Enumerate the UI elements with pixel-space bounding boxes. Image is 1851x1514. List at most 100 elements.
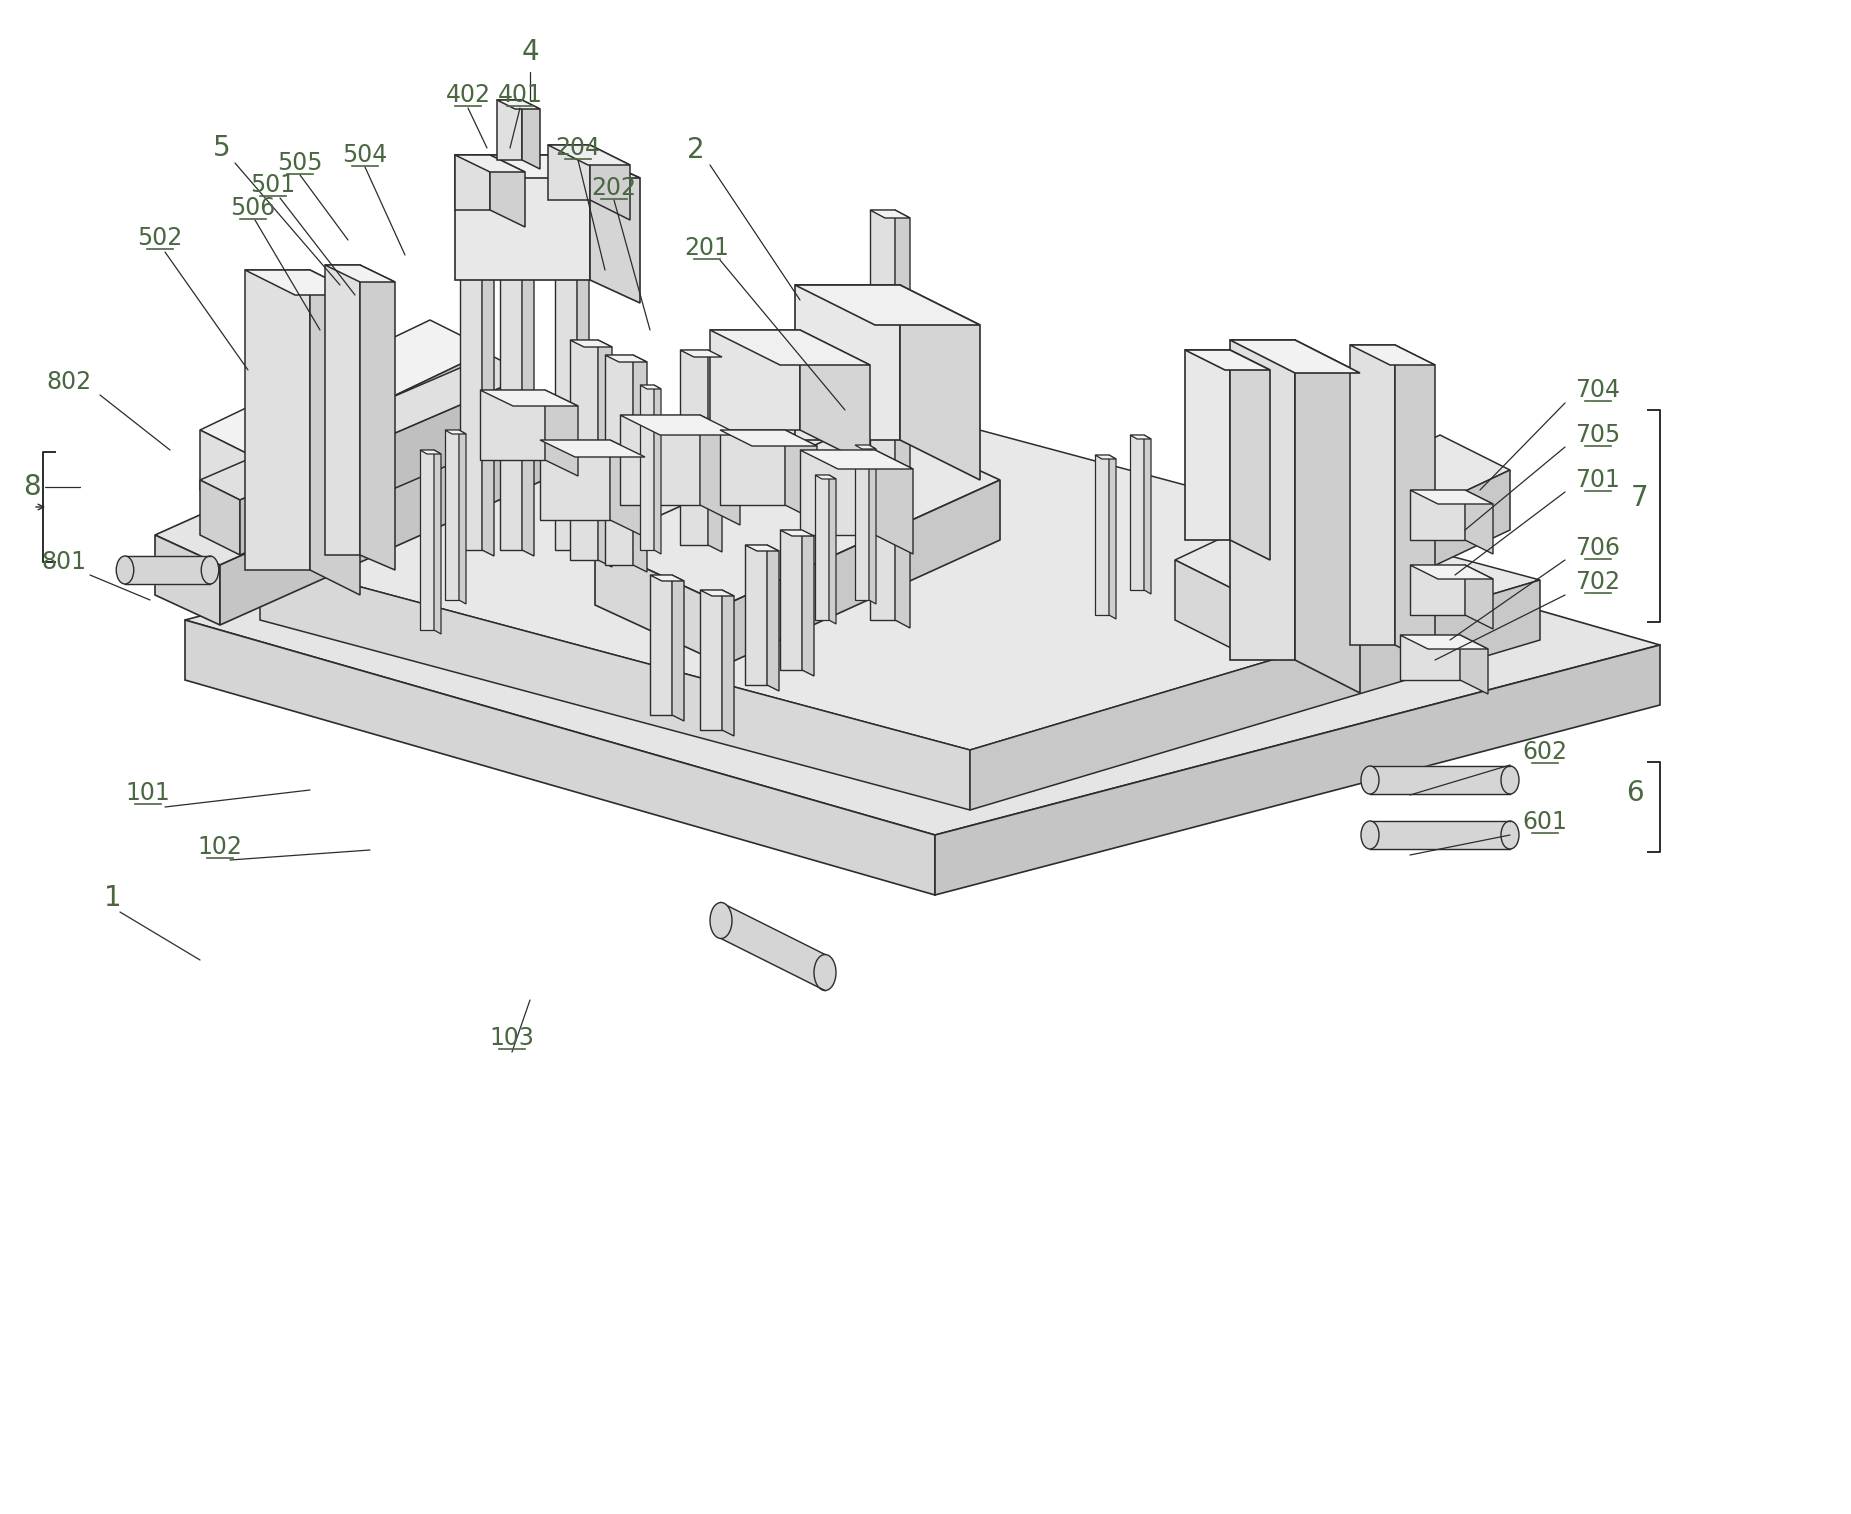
Text: 701: 701 bbox=[1575, 468, 1620, 492]
Text: 402: 402 bbox=[446, 83, 491, 107]
Polygon shape bbox=[522, 100, 540, 170]
Polygon shape bbox=[444, 430, 459, 600]
Polygon shape bbox=[548, 145, 590, 200]
Polygon shape bbox=[1096, 456, 1109, 615]
Polygon shape bbox=[479, 391, 578, 406]
Polygon shape bbox=[800, 450, 913, 469]
Polygon shape bbox=[744, 545, 779, 551]
Polygon shape bbox=[1175, 435, 1510, 595]
Polygon shape bbox=[1410, 565, 1464, 615]
Polygon shape bbox=[640, 385, 661, 389]
Polygon shape bbox=[155, 385, 555, 565]
Text: 802: 802 bbox=[46, 369, 91, 394]
Text: 202: 202 bbox=[592, 176, 637, 200]
Text: 504: 504 bbox=[342, 142, 387, 167]
Polygon shape bbox=[800, 450, 876, 534]
Polygon shape bbox=[259, 560, 970, 810]
Text: 706: 706 bbox=[1575, 536, 1620, 560]
Polygon shape bbox=[540, 441, 644, 457]
Polygon shape bbox=[1144, 435, 1151, 593]
Polygon shape bbox=[461, 269, 494, 276]
Polygon shape bbox=[868, 445, 876, 604]
Polygon shape bbox=[800, 330, 870, 465]
Polygon shape bbox=[455, 154, 640, 179]
Polygon shape bbox=[1109, 456, 1116, 619]
Polygon shape bbox=[1464, 491, 1494, 554]
Polygon shape bbox=[1231, 341, 1360, 372]
Polygon shape bbox=[1246, 469, 1510, 656]
Polygon shape bbox=[785, 430, 816, 521]
Ellipse shape bbox=[202, 556, 218, 584]
Polygon shape bbox=[259, 350, 491, 519]
Polygon shape bbox=[870, 210, 896, 621]
Polygon shape bbox=[444, 430, 466, 435]
Polygon shape bbox=[555, 269, 589, 276]
Ellipse shape bbox=[1501, 766, 1520, 793]
Polygon shape bbox=[1410, 565, 1494, 578]
Text: 8: 8 bbox=[24, 472, 41, 501]
Polygon shape bbox=[420, 450, 433, 630]
Polygon shape bbox=[259, 391, 1540, 749]
Polygon shape bbox=[241, 375, 529, 556]
Polygon shape bbox=[479, 391, 544, 460]
Polygon shape bbox=[722, 590, 735, 736]
Polygon shape bbox=[598, 341, 613, 568]
Polygon shape bbox=[455, 154, 491, 210]
Ellipse shape bbox=[1501, 821, 1520, 849]
Text: 801: 801 bbox=[41, 550, 87, 574]
Polygon shape bbox=[779, 530, 814, 536]
Text: 2: 2 bbox=[687, 136, 705, 164]
Polygon shape bbox=[200, 430, 259, 519]
Text: 401: 401 bbox=[498, 83, 542, 107]
Polygon shape bbox=[605, 354, 648, 362]
Text: 704: 704 bbox=[1575, 378, 1620, 403]
Polygon shape bbox=[455, 154, 526, 173]
Polygon shape bbox=[605, 354, 633, 565]
Polygon shape bbox=[855, 445, 876, 450]
Polygon shape bbox=[1396, 345, 1435, 665]
Polygon shape bbox=[679, 350, 722, 357]
Polygon shape bbox=[200, 354, 529, 500]
Polygon shape bbox=[707, 350, 722, 553]
Polygon shape bbox=[200, 480, 241, 556]
Polygon shape bbox=[185, 621, 935, 895]
Text: 705: 705 bbox=[1575, 422, 1621, 447]
Polygon shape bbox=[700, 590, 722, 730]
Text: 506: 506 bbox=[230, 195, 276, 220]
Polygon shape bbox=[650, 575, 685, 581]
Polygon shape bbox=[1185, 350, 1270, 369]
Polygon shape bbox=[720, 430, 816, 447]
Polygon shape bbox=[794, 285, 900, 441]
Polygon shape bbox=[611, 441, 644, 537]
Polygon shape bbox=[1096, 456, 1116, 459]
Polygon shape bbox=[1464, 565, 1494, 628]
Polygon shape bbox=[594, 419, 1000, 606]
Text: 6: 6 bbox=[1627, 780, 1644, 807]
Polygon shape bbox=[1399, 634, 1488, 650]
Polygon shape bbox=[155, 534, 220, 625]
Polygon shape bbox=[870, 210, 911, 218]
Polygon shape bbox=[570, 341, 598, 560]
Polygon shape bbox=[711, 330, 800, 430]
Polygon shape bbox=[555, 269, 578, 550]
Text: 103: 103 bbox=[489, 1026, 535, 1051]
Polygon shape bbox=[326, 265, 394, 282]
Polygon shape bbox=[326, 265, 359, 556]
Text: 201: 201 bbox=[685, 236, 729, 260]
Text: 204: 204 bbox=[555, 136, 600, 160]
Ellipse shape bbox=[1360, 821, 1379, 849]
Polygon shape bbox=[1349, 345, 1396, 645]
Text: 702: 702 bbox=[1575, 569, 1620, 593]
Ellipse shape bbox=[711, 902, 731, 939]
Polygon shape bbox=[720, 430, 785, 506]
Ellipse shape bbox=[117, 556, 133, 584]
Text: 502: 502 bbox=[137, 226, 183, 250]
Polygon shape bbox=[794, 285, 979, 326]
Text: 5: 5 bbox=[213, 135, 231, 162]
Polygon shape bbox=[540, 441, 611, 519]
Text: 101: 101 bbox=[126, 781, 170, 805]
Polygon shape bbox=[309, 269, 359, 595]
Polygon shape bbox=[578, 269, 589, 556]
Polygon shape bbox=[700, 415, 740, 525]
Polygon shape bbox=[1349, 345, 1435, 365]
